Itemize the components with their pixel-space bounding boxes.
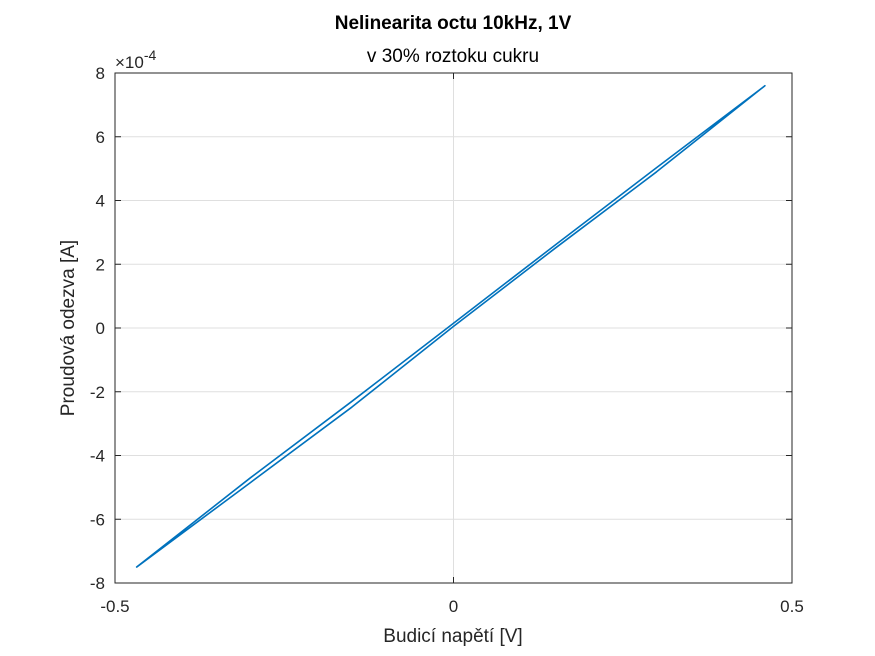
- y-tick-label: 6: [96, 128, 105, 147]
- y-tick-label: -6: [90, 510, 105, 529]
- y-axis-label: Proudová odezva [A]: [58, 240, 79, 416]
- y-tick-label: -8: [90, 574, 105, 593]
- y-multiplier-base: ×10: [115, 53, 144, 72]
- chart-subtitle: v 30% roztoku cukru: [367, 46, 539, 67]
- ticks: -0.5 0 0.5 -8 -6 -4 -2 0 2 4 6 8: [90, 64, 804, 616]
- chart-title: Nelinearita octu 10kHz, 1V: [335, 13, 572, 34]
- y-tick-label: 4: [96, 192, 105, 211]
- y-multiplier: ×10-4: [115, 47, 157, 72]
- x-axis-label: Budicí napětí [V]: [383, 626, 522, 647]
- y-tick-label: 2: [96, 255, 105, 274]
- y-tick-label: -2: [90, 383, 105, 402]
- y-tick-label: 8: [96, 64, 105, 83]
- series-line: [135, 84, 766, 568]
- x-tick-label: 0.5: [780, 597, 804, 616]
- x-tick-label: 0: [449, 597, 458, 616]
- y-tick-label: 0: [96, 319, 105, 338]
- series-layer: [135, 84, 766, 568]
- y-multiplier-exponent: -4: [144, 47, 157, 63]
- y-tick-label: -4: [90, 447, 105, 466]
- x-tick-label: -0.5: [100, 597, 129, 616]
